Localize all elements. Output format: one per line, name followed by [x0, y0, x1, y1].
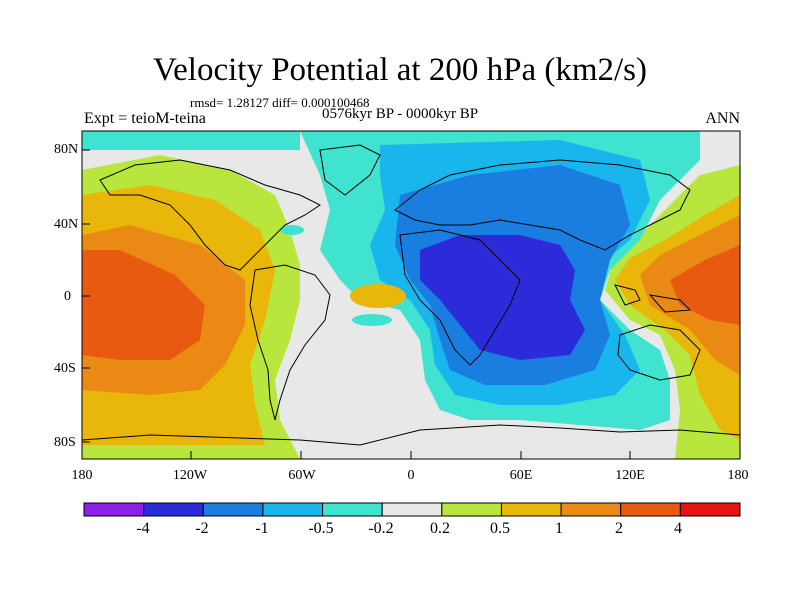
coast-south-america: [249, 264, 331, 421]
cbar-label-8: 1: [555, 520, 563, 537]
lat-label-40n: 40N: [54, 217, 79, 232]
colorbar-cell-6: [381, 502, 443, 517]
contour-arctic-02: [82, 131, 300, 150]
lat-label-0: 0: [64, 289, 71, 304]
colorbar-cell-10: [620, 502, 681, 517]
lon-label-180e: 180: [727, 468, 749, 483]
cbar-label-6: 0.2: [430, 520, 450, 537]
coast-north-america: [99, 159, 321, 271]
atlantic-positive-blob: [350, 284, 406, 308]
experiment-label: Expt = teioM-teina: [84, 110, 206, 127]
cbar-label-4: -0.5: [308, 520, 334, 537]
colorbar: [83, 502, 741, 517]
coast-australia: [617, 324, 701, 381]
colorbar-cell-7: [441, 502, 502, 517]
coastlines: [82, 144, 740, 446]
contour-west-4: [82, 250, 205, 360]
colorbar-cell-3: [202, 502, 264, 517]
lon-label-120w: 120W: [172, 468, 208, 483]
colorbar-cell-11: [679, 502, 741, 517]
lon-label-0: 0: [407, 468, 415, 483]
stats-line: rmsd= 1.28127 diff= 0.000100468: [190, 95, 370, 110]
lon-label-60w: 60W: [288, 468, 316, 483]
colorbar-cell-5: [322, 502, 383, 517]
axis-ticks: [81, 149, 741, 459]
coast-new-guinea: [648, 294, 692, 313]
colorbar-cell-9: [560, 502, 622, 517]
lon-label-120e: 120E: [615, 468, 645, 483]
atlantic-negative-blob: [352, 314, 392, 326]
cbar-label-7: 0.5: [490, 520, 510, 537]
coast-antarctica: [82, 424, 740, 446]
coast-eurasia: [394, 159, 691, 251]
lon-label-180w: 180: [71, 468, 93, 483]
cbar-label-5: -0.2: [368, 520, 394, 537]
colorbar-cell-4: [262, 502, 324, 517]
coast-borneo: [614, 284, 641, 306]
cbar-label-9: 2: [615, 520, 623, 537]
cbar-label-1: -4: [136, 520, 150, 537]
map-title: Velocity Potential at 200 hPa (km2/s): [152, 52, 648, 88]
contour-east-4: [670, 245, 740, 325]
season-label: ANN: [705, 110, 740, 127]
contour-negative-2: [420, 235, 585, 360]
colorbar-cell-2: [143, 502, 204, 517]
lon-label-60e: 60E: [509, 468, 533, 483]
period-line: 0576kyr BP - 0000kyr BP: [322, 106, 479, 122]
lat-label-80s: 80S: [54, 435, 76, 450]
lat-label-40s: 40S: [54, 361, 76, 376]
coast-greenland: [319, 144, 381, 196]
cbar-label-2: -2: [195, 520, 209, 537]
colorbar-cell-8: [500, 502, 562, 517]
lat-label-80n: 80N: [54, 142, 79, 157]
caribbean-negative-blob: [280, 225, 304, 235]
cbar-label-10: 4: [674, 520, 682, 537]
contour-field: [82, 131, 740, 459]
colorbar-cell-1: [83, 502, 145, 517]
coast-africa: [399, 229, 521, 366]
cbar-label-3: -1: [255, 520, 269, 537]
